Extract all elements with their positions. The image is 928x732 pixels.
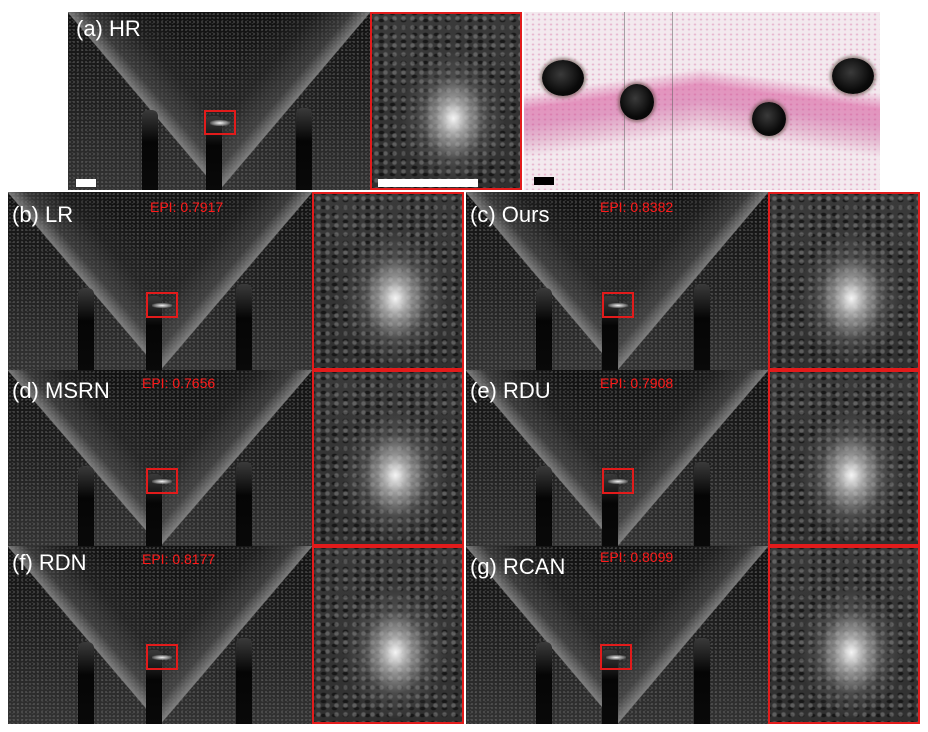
roi-box <box>146 644 178 670</box>
strut-shadow <box>296 108 312 190</box>
strut-hole <box>752 102 786 136</box>
scale-bar <box>378 179 478 187</box>
strut-shadow <box>236 284 252 370</box>
panel-label-b: (b) LR <box>12 202 74 227</box>
roi-box <box>146 292 178 318</box>
scale-bar <box>76 179 96 187</box>
roi-box <box>146 468 178 494</box>
zoom-inset-msrn <box>312 370 464 546</box>
roi-box <box>602 468 634 494</box>
panel-label-f: (f) RDN <box>12 550 87 575</box>
strut-shadow <box>78 466 94 546</box>
oct-image-rdn: (f) RDN EPI: 0.8177 <box>8 546 312 724</box>
strut-hole <box>832 58 874 94</box>
strut-shadow <box>78 288 94 370</box>
zoom-inset-lr <box>312 192 464 370</box>
oct-image-hr: (a) HR <box>68 12 370 190</box>
epi-score-g: EPI: 0.8099 <box>600 549 674 565</box>
panel-label-g: (g) RCAN <box>470 554 566 579</box>
oct-image-rdu: (e) RDU EPI: 0.7908 <box>466 370 768 546</box>
epi-score-c: EPI: 0.8382 <box>600 199 674 215</box>
epi-score-e: EPI: 0.7908 <box>600 375 674 391</box>
strut-shadow <box>142 110 158 190</box>
oct-image-rcan: (g) RCAN EPI: 0.8099 <box>466 546 768 724</box>
histology-image <box>524 12 880 190</box>
section-line <box>672 12 673 190</box>
strut-hole <box>542 60 584 96</box>
zoom-inset-rcan <box>768 546 920 724</box>
panel-label-c: (c) Ours <box>470 202 550 227</box>
roi-box <box>204 110 236 135</box>
strut-shadow <box>694 638 710 724</box>
zoom-inset-rdu <box>768 370 920 546</box>
strut-shadow <box>236 638 252 724</box>
epi-score-d: EPI: 0.7656 <box>142 375 216 391</box>
zoom-inset-ours <box>768 192 920 370</box>
roi-box <box>600 644 632 670</box>
strut-shadow <box>536 466 552 546</box>
strut-shadow <box>694 462 710 546</box>
epi-score-b: EPI: 0.7917 <box>150 199 224 215</box>
scale-bar <box>534 177 554 185</box>
strut-shadow <box>146 296 162 370</box>
panel-label-e: (e) RDU <box>470 378 551 403</box>
strut-shadow <box>536 642 552 724</box>
strut-shadow <box>694 284 710 370</box>
strut-shadow <box>602 296 618 370</box>
strut-hole <box>620 84 654 120</box>
zoom-inset-rdn <box>312 546 464 724</box>
panel-label-a: (a) HR <box>76 16 141 41</box>
roi-box <box>602 292 634 318</box>
panel-label-d: (d) MSRN <box>12 378 110 403</box>
strut-shadow <box>236 462 252 546</box>
strut-shadow <box>78 642 94 724</box>
strut-shadow <box>536 288 552 370</box>
zoom-inset-hr <box>370 12 522 190</box>
epi-score-f: EPI: 0.8177 <box>142 551 216 567</box>
oct-image-msrn: (d) MSRN EPI: 0.7656 <box>8 370 312 546</box>
oct-image-ours: (c) Ours EPI: 0.8382 <box>466 192 768 370</box>
oct-image-lr: (b) LR EPI: 0.7917 <box>8 192 312 370</box>
